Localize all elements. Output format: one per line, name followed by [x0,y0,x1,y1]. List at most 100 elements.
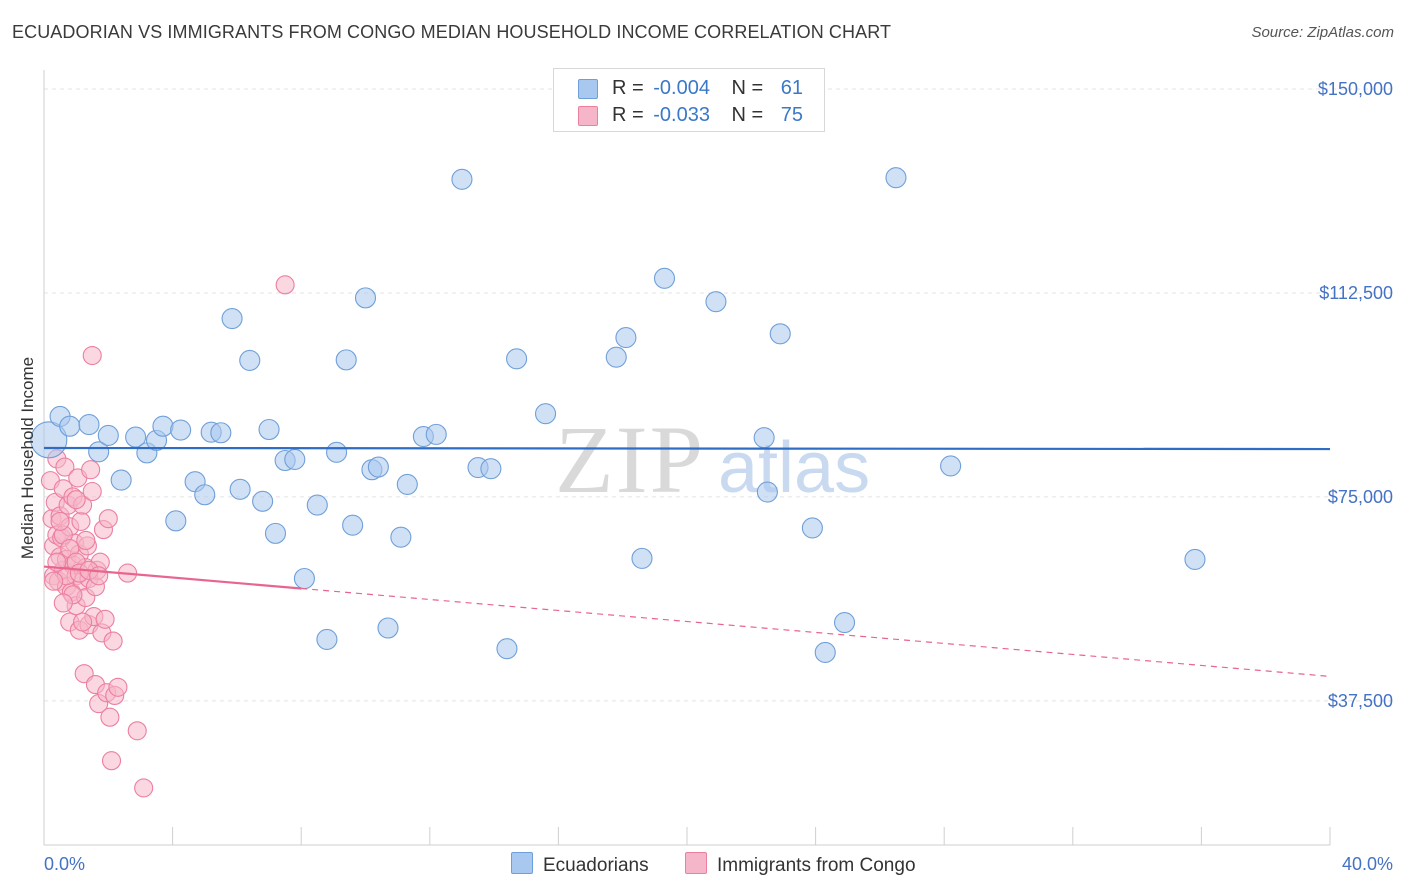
legend-swatch-blue [578,79,598,99]
congo-point [73,612,93,632]
ecuadorian-point [885,167,907,189]
ecuadorian-point [165,510,187,532]
ecuadorian-point [239,349,261,371]
congo-point [55,457,75,477]
congo-point [82,481,102,502]
congo-point [127,721,147,741]
bottom-legend-label: Ecuadorians [543,855,649,876]
ecuadorian-points [30,167,1206,664]
congo-point [95,609,115,629]
gridlines [44,88,1395,702]
legend-n-value: 61 [780,77,804,99]
congo-point [82,345,102,366]
bottom-legend-swatch-pink [685,852,707,874]
congo-point [275,275,295,295]
x-tick-labels: 0.0% 40.0% [44,854,1393,874]
legend-r-value: -0.033 [653,104,710,126]
congo-trendline-solid [43,565,302,590]
congo-point [50,511,70,531]
y-tick-label: $75,000 [1328,487,1393,507]
congo-trendline-dashed [301,587,1331,678]
congo-point [108,677,128,697]
ecuadorian-point [833,612,856,634]
ecuadorian-point [194,484,216,506]
ecuadorian-point [306,494,328,516]
ecuadorian-point [264,522,287,544]
ecuadorian-point [534,403,557,425]
source-credit: Source: ZipAtlas.com [1251,24,1394,41]
legend-n-label: N = [731,104,764,126]
x-tick-label-max: 40.0% [1342,854,1393,874]
ecuadorian-point [940,455,962,477]
bottom-legend-label: Immigrants from Congo [717,855,916,876]
watermark-zip: ZIP [555,406,705,513]
ecuadorian-point [756,481,778,503]
ecuadorian-point [252,490,274,512]
ecuadorian-point [221,307,243,330]
congo-point [76,530,96,550]
congo-points [40,275,295,798]
ecuadorian-point [210,422,232,444]
ecuadorian-point [425,423,447,445]
ecuadorian-point [753,427,775,449]
congo-point [66,490,86,510]
congo-point [103,631,123,651]
legend-r-label: R = [612,77,644,99]
y-tick-labels: $37,500 $75,000 $112,500 $150,000 [1318,79,1393,711]
watermark: ZIP atlas [555,406,870,513]
legend-r-value: -0.004 [653,77,710,99]
congo-point [81,460,101,480]
ecuadorian-point [814,641,836,664]
congo-point [134,778,154,798]
ecuadorian-point [88,441,110,463]
ecuadorian-point [377,617,399,639]
y-tick-label: $112,500 [1319,283,1393,303]
ecuadorian-point [451,168,473,190]
ecuadorian-point [705,291,727,313]
ecuadorian-point [605,346,627,368]
congo-point [71,511,91,531]
ecuadorian-point [801,517,823,539]
legend-n-value: 75 [780,104,804,126]
ecuadorian-point [342,514,364,536]
ecuadorian-point [653,267,676,289]
ecuadorian-point [97,424,119,447]
ecuadorian-point [326,441,348,463]
watermark-atlas: atlas [718,428,870,508]
bottom-legend-congo: Immigrants from Congo [685,852,916,877]
ecuadorian-point [316,628,338,650]
ecuadorian-point [496,638,518,660]
ecuadorian-point [152,415,174,437]
ecuadorian-trendline [43,446,1331,451]
ecuadorian-point [506,348,528,370]
y-axis-label: Median Household Income [18,357,37,559]
ecuadorian-point [78,414,100,436]
congo-point [89,566,109,586]
congo-point [53,593,73,613]
ecuadorian-point [1184,548,1206,571]
legend-n-label: N = [731,77,764,99]
legend-swatch-pink [578,106,598,126]
legend-r-label: R = [612,104,644,126]
ecuadorian-point [284,448,306,470]
y-tick-label: $150,000 [1318,79,1393,99]
congo-point [44,571,64,591]
congo-point [100,707,120,727]
ecuadorian-point [354,287,377,309]
bottom-legend-ecuadorians: Ecuadorians [511,852,649,877]
congo-point [98,509,118,529]
bottom-legend-swatch-blue [511,852,533,874]
correlation-legend: R = -0.004 N = 61 R = -0.033 N = 75 [553,68,825,132]
y-tick-label: $37,500 [1328,691,1393,711]
ecuadorian-point [390,526,412,548]
ecuadorian-point [335,349,357,371]
ecuadorian-point [631,547,653,569]
trendlines [43,446,1331,678]
x-tick-label-min: 0.0% [44,854,85,874]
ecuadorian-point [258,418,280,441]
ecuadorian-point [293,567,315,590]
ecuadorian-point [367,456,389,478]
ecuadorian-point [615,327,637,349]
ecuadorian-point [229,478,251,500]
